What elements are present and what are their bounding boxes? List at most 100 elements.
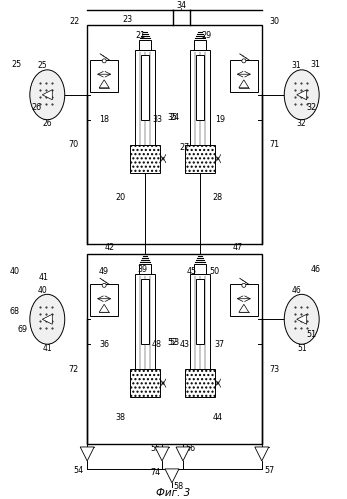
Text: 42: 42: [105, 243, 115, 252]
Bar: [130, 369, 160, 397]
Bar: [139, 40, 151, 50]
Bar: [230, 284, 258, 316]
Text: 29: 29: [202, 31, 212, 40]
Text: 26: 26: [31, 103, 41, 112]
Text: 24: 24: [169, 113, 179, 122]
Polygon shape: [155, 447, 169, 461]
Bar: [139, 264, 151, 274]
Text: 68: 68: [9, 307, 19, 316]
Text: 31: 31: [292, 61, 302, 70]
Text: 69: 69: [17, 325, 27, 334]
Polygon shape: [42, 314, 52, 324]
Bar: [135, 50, 155, 150]
Polygon shape: [255, 447, 269, 461]
Text: 47: 47: [233, 243, 243, 252]
Text: 31: 31: [311, 60, 321, 69]
Text: 43: 43: [180, 340, 190, 349]
Text: 40: 40: [9, 267, 19, 276]
Text: 22: 22: [69, 17, 79, 26]
Bar: [194, 264, 206, 274]
Ellipse shape: [30, 294, 65, 344]
Text: 50: 50: [210, 267, 220, 276]
Text: 54: 54: [73, 467, 83, 476]
Text: 41: 41: [38, 273, 48, 282]
Text: 56: 56: [185, 445, 195, 454]
Text: 34: 34: [176, 1, 186, 10]
Bar: [190, 274, 210, 374]
Text: 40: 40: [37, 286, 47, 295]
Polygon shape: [297, 90, 307, 100]
Text: 48: 48: [152, 340, 162, 349]
Polygon shape: [80, 447, 94, 461]
Bar: [190, 50, 210, 150]
Ellipse shape: [284, 70, 319, 120]
Text: 32: 32: [297, 119, 306, 128]
Text: 44: 44: [213, 413, 223, 422]
Bar: [90, 284, 118, 316]
Bar: [196, 55, 204, 120]
Text: 36: 36: [99, 340, 109, 349]
Text: 41: 41: [42, 344, 52, 353]
Text: 57: 57: [265, 467, 275, 476]
Text: 71: 71: [270, 140, 280, 149]
Polygon shape: [42, 90, 52, 100]
Bar: [90, 60, 118, 92]
Text: 45: 45: [187, 267, 197, 276]
Polygon shape: [165, 469, 179, 483]
Text: 33: 33: [152, 115, 162, 124]
Text: 73: 73: [270, 365, 280, 374]
Ellipse shape: [30, 70, 65, 120]
Bar: [196, 279, 204, 344]
Text: 37: 37: [215, 340, 225, 349]
Text: 21: 21: [135, 31, 145, 40]
Bar: [141, 55, 149, 120]
Text: 51: 51: [307, 330, 317, 339]
Polygon shape: [239, 80, 249, 88]
Text: 23: 23: [122, 15, 132, 24]
Bar: [185, 145, 215, 173]
Circle shape: [102, 59, 106, 63]
Text: 55: 55: [150, 445, 160, 454]
Text: 39: 39: [137, 265, 147, 274]
Text: 74: 74: [150, 469, 160, 478]
Bar: [135, 274, 155, 374]
Text: 49: 49: [99, 267, 109, 276]
Text: 35: 35: [167, 113, 177, 122]
Text: 53: 53: [169, 338, 179, 347]
Text: 32: 32: [307, 103, 317, 112]
Polygon shape: [176, 447, 190, 461]
Text: 52: 52: [167, 338, 177, 347]
Text: 70: 70: [68, 140, 78, 149]
Bar: [87, 254, 262, 444]
Bar: [141, 279, 149, 344]
Text: 72: 72: [68, 365, 78, 374]
Circle shape: [242, 59, 246, 63]
Circle shape: [242, 283, 246, 287]
Polygon shape: [297, 314, 307, 324]
Text: 28: 28: [213, 193, 223, 202]
Text: 30: 30: [270, 17, 280, 26]
Ellipse shape: [284, 294, 319, 344]
Bar: [130, 145, 160, 173]
Text: 51: 51: [297, 344, 306, 353]
Polygon shape: [99, 80, 109, 88]
Text: 26: 26: [42, 119, 52, 128]
Text: 19: 19: [215, 115, 225, 124]
Text: 18: 18: [99, 115, 109, 124]
Text: 46: 46: [311, 265, 321, 274]
Polygon shape: [99, 304, 109, 312]
Text: 20: 20: [115, 193, 125, 202]
Circle shape: [102, 283, 106, 287]
Polygon shape: [239, 304, 249, 312]
Bar: [185, 369, 215, 397]
Text: Фиг. 3: Фиг. 3: [156, 488, 190, 498]
Text: 27: 27: [180, 143, 190, 152]
Bar: [87, 25, 262, 245]
Bar: [194, 40, 206, 50]
Text: 46: 46: [292, 286, 302, 295]
Text: 38: 38: [115, 413, 125, 422]
Bar: [230, 60, 258, 92]
Text: 58: 58: [173, 483, 183, 492]
Text: 25: 25: [11, 60, 22, 69]
Text: 25: 25: [37, 61, 47, 70]
